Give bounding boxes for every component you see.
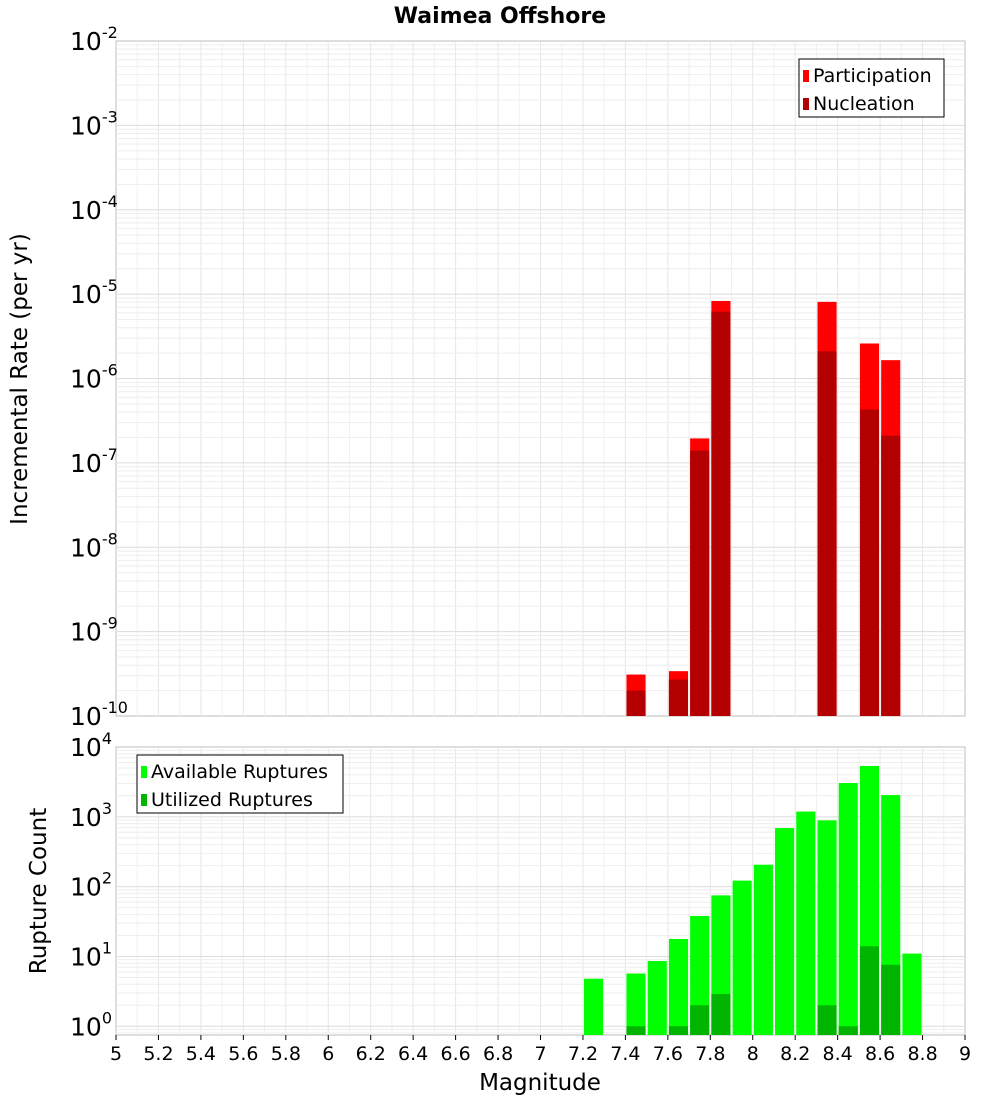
count-legend: Available Ruptures Utilized Ruptures [136,754,344,814]
rate-legend-box [798,58,945,118]
rate-y-axis-label: Incremental Rate (per yr) [7,233,33,525]
count-bar-utilized-ruptures [859,946,880,1035]
count-bar-available-ruptures [626,973,646,1035]
x-tick-label: 5.4 [186,1043,216,1065]
x-tick-label: 7 [534,1043,546,1065]
x-tick-label: 6.4 [398,1043,428,1065]
x-tick-label: 7.6 [653,1043,683,1065]
x-tick-label: 5 [110,1043,122,1065]
count-y-tick-label: 103 [70,799,112,832]
rate-y-ticks: 10-10 10-9 10-8 10-7 10-6 10-5 10-4 10-3 10-2 [70,23,128,731]
count-bar-available-ruptures [775,828,795,1035]
count-y-tick-label: 104 [70,729,112,762]
x-tick-label: 6 [322,1043,334,1065]
count-y-tick-label: 100 [70,1008,112,1041]
rate-bar-nucleation [817,351,837,716]
rate-panel: 10-10 10-9 10-8 10-7 10-6 10-5 10-4 10-3 10-2 In… [7,23,966,731]
count-bars [584,765,922,1035]
count-bar-utilized-ruptures [690,1005,710,1035]
rate-y-tick-label: 10-7 [70,445,118,478]
x-tick-label: 7.2 [568,1043,598,1065]
rate-bar-nucleation [668,679,689,716]
count-bar-available-ruptures [690,915,710,1035]
count-bar-available-ruptures [817,820,837,1035]
count-bar-available-ruptures [732,880,752,1035]
x-tick-label: 8.6 [865,1043,895,1065]
x-tick-label: 5.2 [143,1043,173,1065]
count-bar-utilized-ruptures [668,1026,689,1035]
rate-bars [626,300,901,716]
count-bar-utilized-ruptures [881,964,901,1035]
x-tick-label: 8.8 [907,1043,937,1065]
count-y-axis-label: Rupture Count [26,808,52,974]
x-tick-label: 9 [959,1043,971,1065]
count-bar-available-ruptures [584,978,604,1035]
rate-gridlines [116,41,965,716]
rate-legend-swatch [803,70,809,82]
x-axis-ticks: 5 5.2 5.4 5.6 5.8 6 6.2 6.4 6.6 6.8 7 7.2 7.4 7.6 7.8 8… [110,1035,971,1065]
count-bar-available-ruptures [753,864,773,1035]
count-legend-swatch [141,766,147,778]
count-bar-available-ruptures [838,783,858,1035]
rate-bar-nucleation [859,409,880,716]
rate-y-tick-label: 10-2 [70,23,118,56]
rate-y-tick-label: 10-10 [70,698,128,731]
count-legend-swatch [141,794,147,806]
x-tick-label: 6.8 [483,1043,513,1065]
rate-y-tick-label: 10-8 [70,529,118,562]
rate-bar-nucleation [690,450,710,716]
count-bar-available-ruptures [647,961,667,1035]
count-bar-available-ruptures [668,938,689,1035]
x-tick-label: 6.6 [440,1043,470,1065]
x-tick-label: 8.2 [780,1043,810,1065]
rate-legend-swatch [803,98,809,110]
rate-y-tick-label: 10-4 [70,192,118,225]
x-tick-label: 5.8 [271,1043,301,1065]
count-legend-box [136,754,344,814]
rate-y-tick-label: 10-9 [70,614,118,647]
count-panel: 100 101 102 103 104 5 5.2 5.4 5.6 5.8 6 6.2 6.4 6.6 6… [26,729,971,1096]
rate-legend: Participation Nucleation [798,58,945,118]
count-bar-utilized-ruptures [838,1026,858,1035]
chart-title: Waimea Offshore [394,4,606,29]
count-bar-utilized-ruptures [817,1005,837,1035]
count-y-tick-label: 102 [70,869,112,902]
x-tick-label: 8.4 [823,1043,853,1065]
x-axis-label: Magnitude [479,1070,601,1096]
x-tick-label: 5.6 [228,1043,258,1065]
x-tick-label: 7.8 [695,1043,725,1065]
count-bar-available-ruptures [902,953,922,1035]
x-tick-label: 8 [747,1043,759,1065]
rate-legend-label: Nucleation [813,93,915,115]
count-bar-available-ruptures [796,811,816,1035]
count-legend-label: Utilized Ruptures [151,789,313,811]
count-legend-label: Available Ruptures [151,761,328,783]
rate-y-tick-label: 10-5 [70,276,118,309]
rate-legend-label: Participation [813,65,932,87]
count-bar-utilized-ruptures [626,1026,646,1035]
count-bar-utilized-ruptures [711,993,731,1035]
count-y-tick-label: 101 [70,938,112,971]
count-y-ticks: 100 101 102 103 104 [70,729,112,1041]
rate-y-tick-label: 10-6 [70,361,118,394]
rate-bar-nucleation [711,311,731,716]
x-tick-label: 7.4 [610,1043,640,1065]
rate-bar-nucleation [626,690,646,716]
x-tick-label: 6.2 [356,1043,386,1065]
rate-y-tick-label: 10-3 [70,107,118,140]
rate-bar-nucleation [881,435,901,716]
